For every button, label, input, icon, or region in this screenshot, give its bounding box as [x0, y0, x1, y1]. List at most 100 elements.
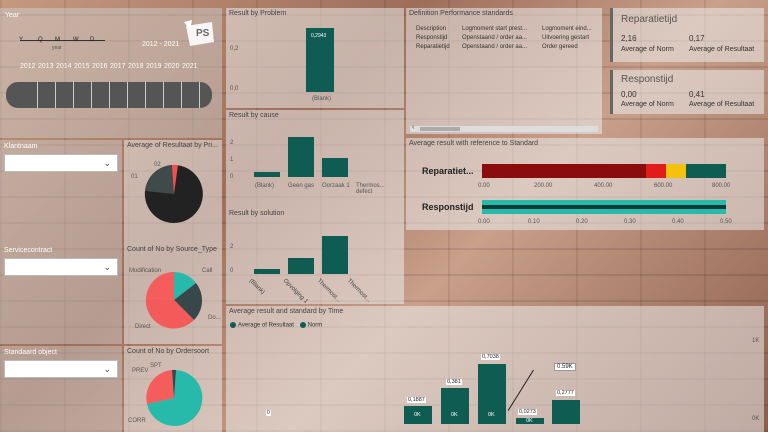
- table-cell: Uitvoering gestart: [542, 35, 590, 41]
- pie3-label-corr: CORR: [128, 418, 146, 424]
- hier-q[interactable]: Q: [38, 37, 43, 43]
- bar-value-label: 0,7038: [481, 354, 500, 360]
- x-label-blank: (Blank): [312, 96, 332, 102]
- year-label: 2013: [38, 63, 54, 70]
- klantnaam-dropdown[interactable]: ⌄: [4, 154, 118, 172]
- kpi-caption: Average of Resultaat: [689, 46, 755, 53]
- kpi-reparatie-title: Reparatietijd: [621, 14, 678, 25]
- standard-chart-title: Average result with reference to Standar…: [409, 140, 539, 147]
- bar-blank[interactable]: [306, 28, 334, 92]
- pie3-label-prev: PREV: [132, 368, 149, 374]
- year-hierarchy-axis[interactable]: [20, 40, 105, 41]
- k-label: 0K: [449, 412, 460, 418]
- pie-source-chart[interactable]: [144, 270, 204, 330]
- k-label: 0K: [486, 412, 497, 418]
- time-bar[interactable]: [552, 400, 580, 424]
- tick: 0.00: [478, 183, 490, 189]
- standaard-object-label: Standaard object: [4, 349, 57, 356]
- bar-cause[interactable]: [322, 158, 348, 177]
- table-cell: Order gereed: [542, 44, 578, 50]
- y-tick: 0: [230, 174, 234, 180]
- bar-value-label: 0,381: [446, 379, 462, 385]
- year-label: 2015: [74, 63, 90, 70]
- pie-ordersoort-chart[interactable]: [144, 368, 204, 428]
- x-label: (Blank): [255, 183, 275, 189]
- year-label: 2019: [146, 63, 162, 70]
- pie1-label-01: 01: [131, 174, 138, 180]
- x-label: Thermost...: [315, 278, 342, 304]
- hier-w[interactable]: W: [73, 37, 79, 43]
- tick: 600.00: [654, 183, 673, 189]
- year-label: 2012: [20, 63, 36, 70]
- bar-value-label: 0,0273: [518, 409, 537, 415]
- callout-label: 0.59K: [554, 363, 576, 371]
- standaard-object-dropdown[interactable]: ⌄: [4, 360, 118, 378]
- reparatie-bar[interactable]: [482, 164, 726, 178]
- pie-resultaat-chart[interactable]: [142, 162, 206, 226]
- k-label: 0K: [412, 412, 423, 418]
- table-cell: Responstijd: [416, 35, 448, 41]
- year-slicer-title: Year: [5, 12, 20, 19]
- time-bar[interactable]: [441, 388, 469, 424]
- x-label: Geen gas: [288, 183, 315, 189]
- kpi-caption: Average of Norm: [621, 101, 674, 108]
- pie1-label-02: 02: [154, 162, 161, 168]
- y-tick: 0,2: [230, 46, 239, 52]
- standard-chart-panel: Average result with reference to Standar…: [406, 138, 764, 230]
- tick: 0.10: [528, 219, 540, 225]
- respons-bar[interactable]: [482, 200, 726, 214]
- servicecontract-dropdown[interactable]: ⌄: [4, 258, 118, 276]
- table-scrollbar[interactable]: ‹: [410, 124, 598, 132]
- legend-item[interactable]: Norm: [307, 322, 323, 329]
- bar-cause[interactable]: [288, 137, 314, 177]
- tick: 0.50: [720, 219, 732, 225]
- x-label: Thermos... defect: [356, 183, 385, 195]
- pie2-label-call: Call: [202, 268, 213, 274]
- y-tick: 1: [230, 157, 234, 163]
- tick: 0.00: [478, 219, 490, 225]
- table-cell: Openstaand / order aa...: [462, 44, 528, 50]
- year-label: 2018: [128, 63, 144, 70]
- kpi-value: 0,17: [689, 34, 705, 43]
- bar-solution[interactable]: [322, 236, 348, 274]
- tick: 200.00: [534, 183, 553, 189]
- bar-value-label: 0,2777: [556, 390, 575, 396]
- bar-solution[interactable]: [254, 269, 280, 274]
- kpi-value: 0,41: [689, 90, 705, 99]
- row-label: Reparatiet...: [422, 166, 474, 176]
- chevron-down-icon: ⌄: [103, 158, 111, 168]
- year-range: 2012 - 2021: [142, 41, 180, 48]
- year-label: 2014: [56, 63, 72, 70]
- table-header: Logmoment start prest...: [462, 26, 528, 32]
- result-by-solution-title: Result by solution: [229, 210, 285, 217]
- x-label: Oorzaak 1: [322, 183, 350, 189]
- result-by-problem-panel: Result by Problem 0,2 0,0 0,2943 (Blank): [226, 8, 404, 108]
- x-label: Opvolging 1: [281, 278, 309, 305]
- pie2-label-direct: Direct: [135, 324, 151, 330]
- year-labels: 2012 2013 2014 2015 2016 2017 2018 2019 …: [20, 63, 220, 73]
- scroll-left-icon[interactable]: ‹: [412, 124, 415, 131]
- hier-y[interactable]: Y: [19, 37, 24, 43]
- pie-ordersoort-title: Count of No by Ordersoort: [127, 348, 210, 355]
- legend-dot: [230, 322, 236, 328]
- bar-cause[interactable]: [254, 172, 280, 177]
- bar-solution[interactable]: [288, 258, 314, 274]
- table-header: Description: [416, 26, 447, 32]
- result-by-solution-panel: Result by solution 2 0 (Blank) Opvolging…: [226, 208, 404, 305]
- hier-d[interactable]: D: [90, 37, 95, 43]
- pie-resultaat-title: Average of Resultaat by Pri...: [127, 142, 218, 149]
- tick: 400.00: [594, 183, 613, 189]
- time-chart-title: Average result and standard by Time: [229, 308, 344, 315]
- year-label: 2017: [110, 63, 126, 70]
- hier-m[interactable]: M: [55, 37, 60, 43]
- year-timeline-bar[interactable]: [6, 82, 212, 108]
- logo: PS: [184, 20, 216, 48]
- legend-dot: [299, 322, 306, 328]
- legend-item[interactable]: Average of Resultaat: [238, 322, 294, 329]
- definition-table-panel: Definition Performance standards Descrip…: [406, 8, 602, 134]
- norm-line: [507, 369, 534, 411]
- kpi-value: 2,16: [621, 34, 637, 43]
- pie2-label-mod: Modification: [129, 268, 162, 274]
- result-by-cause-panel: Result by cause 2 1 0 (Blank) Geen gas O…: [226, 110, 404, 208]
- table-cell: Reparatietijd: [416, 44, 450, 50]
